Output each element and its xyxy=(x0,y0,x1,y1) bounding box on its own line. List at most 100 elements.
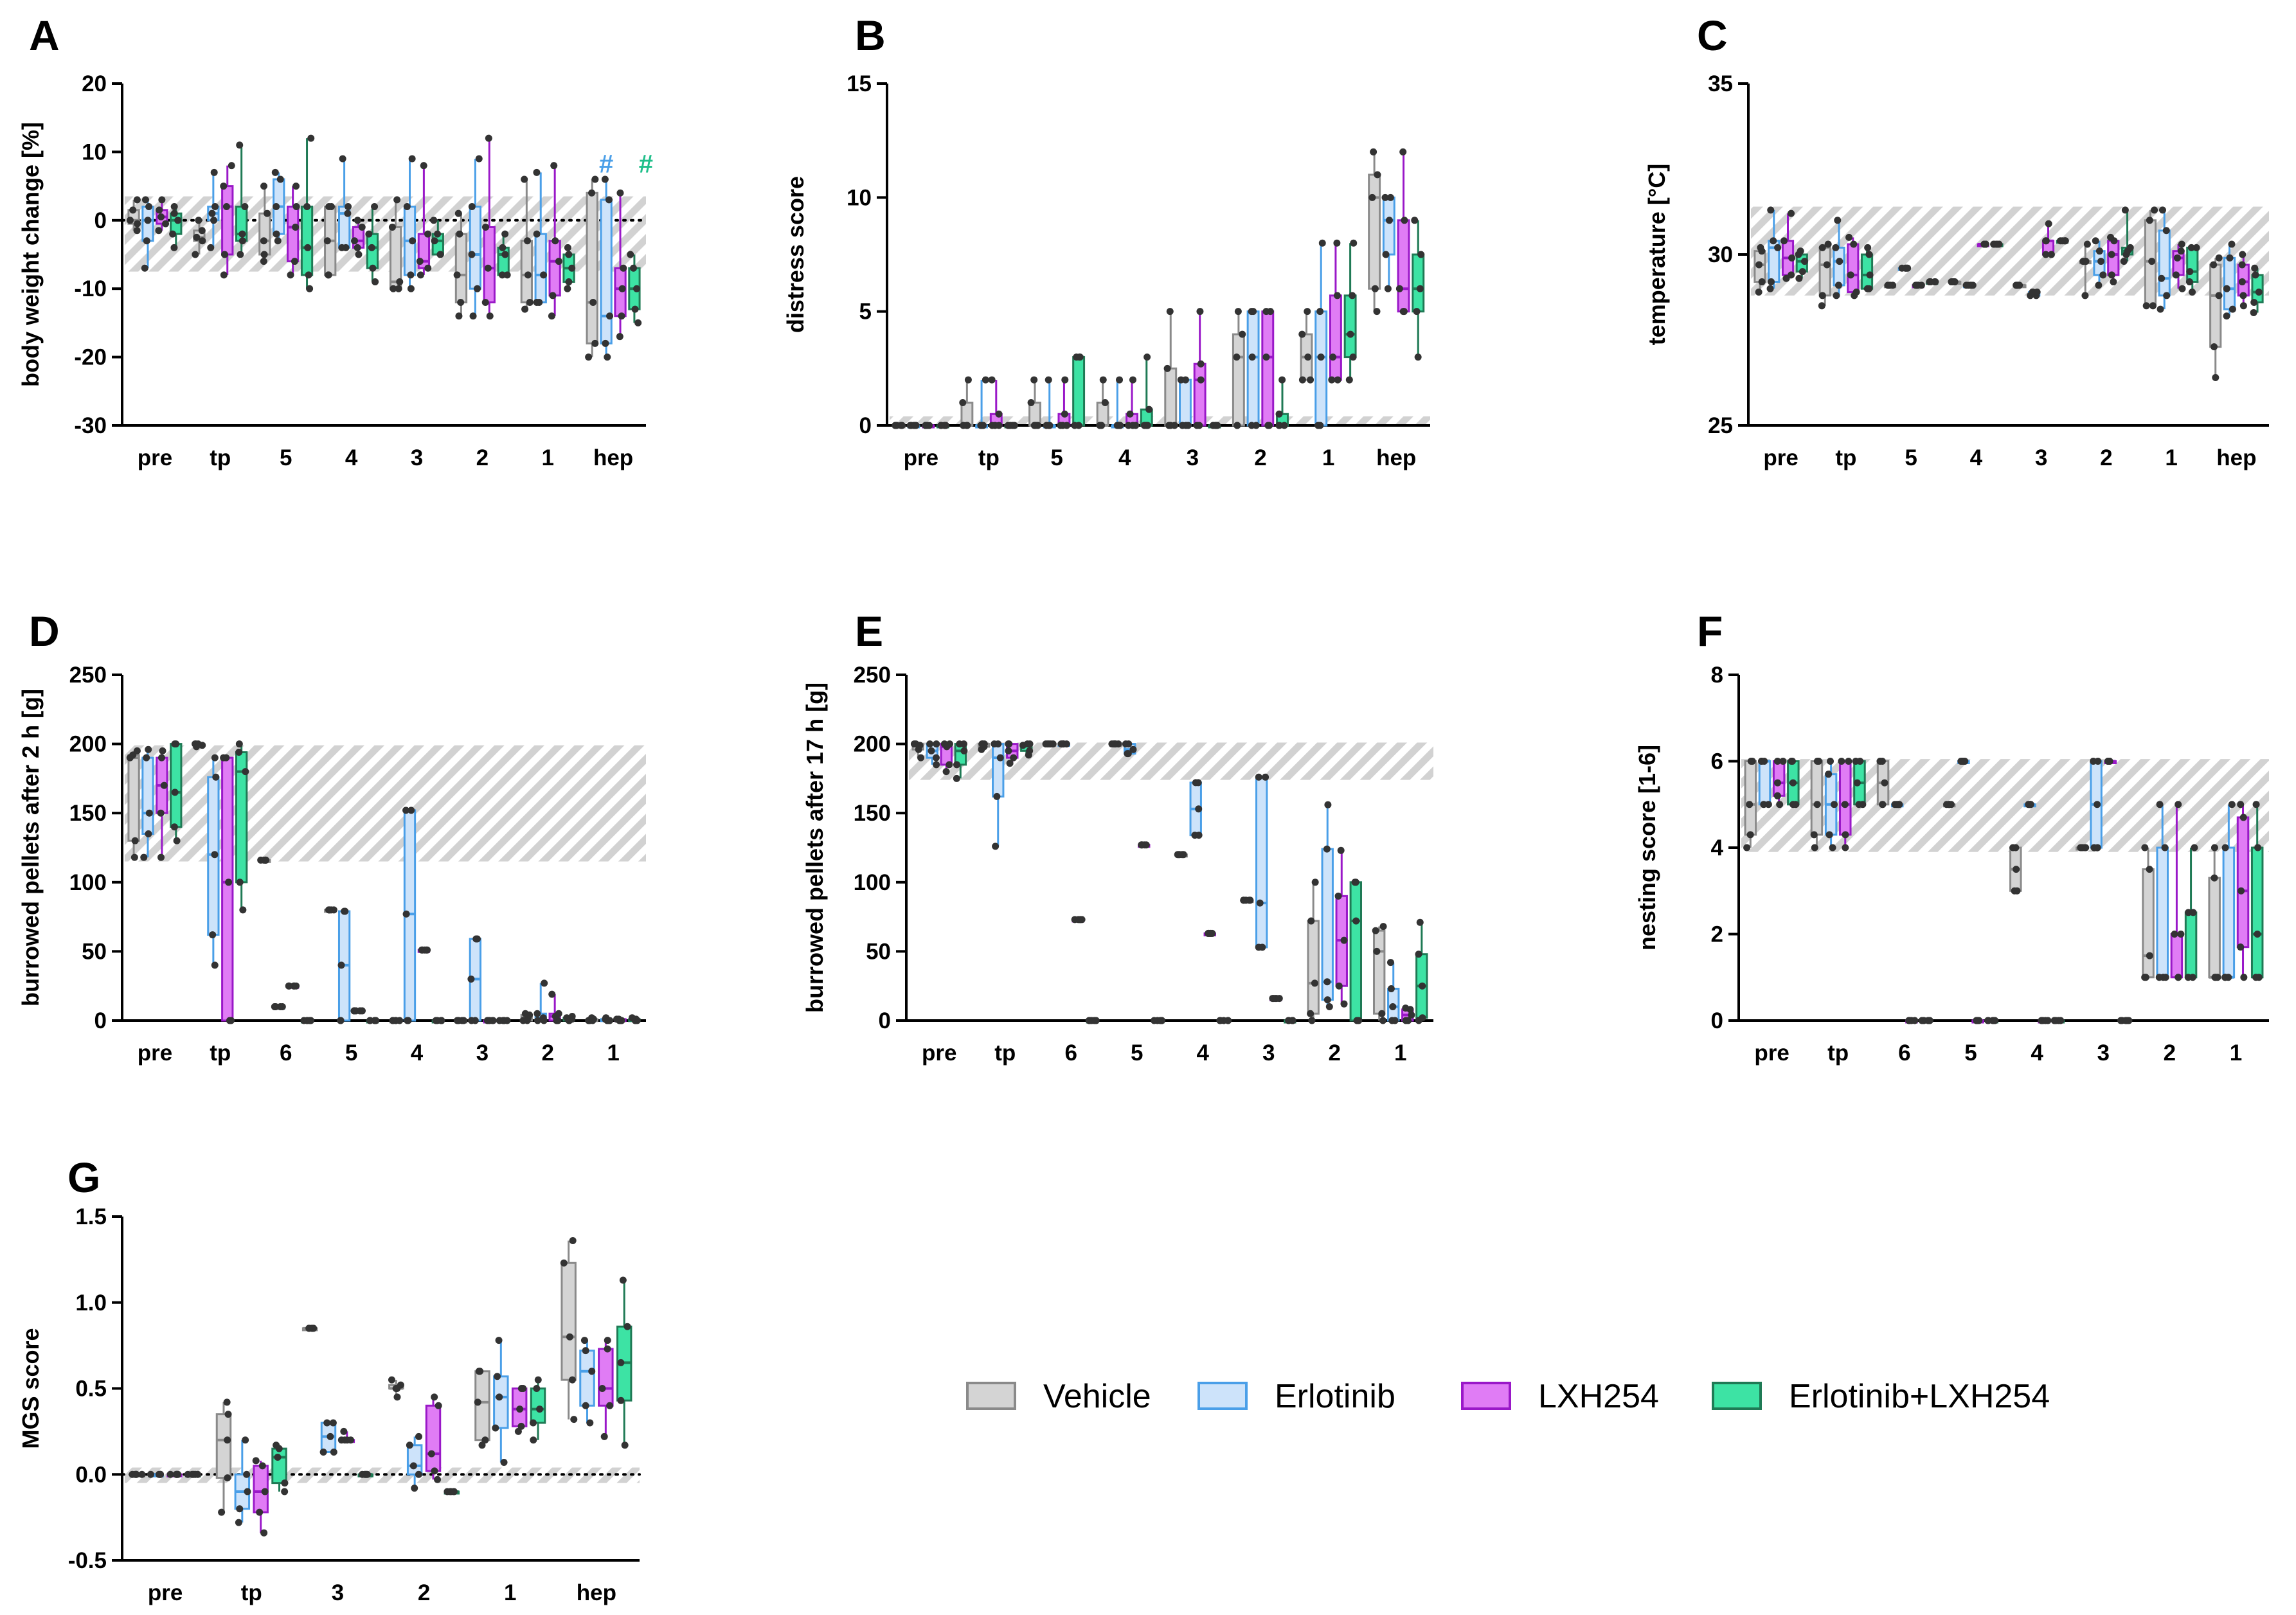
data-point xyxy=(260,251,268,258)
data-point xyxy=(292,223,300,231)
box-vehicle xyxy=(2009,844,2022,895)
data-point xyxy=(330,1448,337,1456)
data-point xyxy=(588,1368,596,1375)
y-axis-label: body weight change [%] xyxy=(17,122,44,387)
data-point xyxy=(199,237,206,245)
legend-swatch xyxy=(1197,1382,1248,1410)
box-erlotinib xyxy=(492,1337,509,1467)
box-erlotinib xyxy=(1246,308,1260,429)
data-point xyxy=(2238,278,2246,286)
box xyxy=(1232,333,1245,427)
data-point xyxy=(1129,376,1136,384)
data-point xyxy=(402,807,410,814)
box-lxh254 xyxy=(2041,220,2055,258)
data-point xyxy=(2047,251,2055,258)
data-point xyxy=(223,1398,231,1406)
data-point xyxy=(292,183,300,190)
box-erlotinib xyxy=(2023,801,2036,808)
data-point xyxy=(503,271,511,279)
box-erlotinib-lxh254 xyxy=(300,1017,315,1024)
box-erlotinib xyxy=(1321,801,1334,1010)
data-point xyxy=(2238,887,2245,895)
data-point xyxy=(2029,289,2036,296)
box-erlotinib-lxh254 xyxy=(2056,237,2069,245)
data-point xyxy=(147,1470,155,1478)
box-vehicle xyxy=(389,1017,404,1024)
box-lxh254 xyxy=(252,1457,269,1537)
data-point xyxy=(396,1017,404,1024)
box-lxh254 xyxy=(1057,376,1071,429)
data-point xyxy=(396,278,404,286)
data-point xyxy=(339,155,346,163)
data-point xyxy=(1419,1014,1426,1022)
box-vehicle xyxy=(1883,281,1897,289)
box-lxh254 xyxy=(1005,740,1019,767)
panel-letter: B xyxy=(855,12,886,59)
data-point xyxy=(1213,422,1221,429)
data-point xyxy=(2193,244,2200,251)
box xyxy=(1179,379,1192,427)
data-point xyxy=(1278,376,1286,384)
box-lxh254 xyxy=(285,982,300,990)
data-point xyxy=(2214,974,2221,981)
data-point xyxy=(2105,758,2113,765)
data-point xyxy=(372,1017,380,1024)
data-point xyxy=(273,1441,280,1449)
box-vehicle xyxy=(1818,240,1832,310)
data-point xyxy=(1813,801,1821,808)
box xyxy=(425,1404,442,1472)
box xyxy=(2251,274,2264,303)
data-point xyxy=(529,1419,537,1427)
data-point xyxy=(2042,251,2050,258)
data-point xyxy=(521,175,528,183)
data-point xyxy=(979,740,987,748)
data-point xyxy=(208,210,216,217)
data-point xyxy=(1746,831,1754,839)
box-vehicle xyxy=(1942,801,1956,808)
data-point xyxy=(482,223,490,231)
box-erlotinib-lxh254 xyxy=(1918,1017,1933,1024)
box-erlotinib-lxh254 xyxy=(235,141,249,258)
y-tick-label: -30 xyxy=(74,413,107,438)
data-point xyxy=(1879,801,1887,808)
data-point xyxy=(530,1436,537,1444)
data-point xyxy=(1308,1017,1316,1024)
data-point xyxy=(1824,240,1832,248)
data-point xyxy=(1006,760,1014,767)
box-erlotinib-lxh254 xyxy=(444,1488,460,1495)
y-tick-label: -0.5 xyxy=(68,1548,107,1573)
data-point xyxy=(1894,801,1902,808)
x-tick-label: 2 xyxy=(418,1580,430,1605)
data-point xyxy=(1399,148,1407,156)
panel-e: 250 200 150 100 50 0 burrowed pellets after 17… xyxy=(802,607,1433,1066)
data-point xyxy=(1132,422,1140,429)
box-lxh254 xyxy=(1977,240,1989,248)
box-vehicle xyxy=(388,1376,404,1401)
data-point xyxy=(224,1474,231,1482)
data-point xyxy=(1328,376,1336,384)
data-point xyxy=(1788,210,1795,217)
data-point xyxy=(2238,261,2246,269)
box-erlotinib-lxh254 xyxy=(1071,353,1086,429)
box-vehicle xyxy=(257,856,271,864)
data-point xyxy=(347,1436,355,1444)
data-point xyxy=(486,312,494,320)
data-point xyxy=(420,162,427,170)
y-tick-label: 50 xyxy=(82,939,107,964)
box xyxy=(614,267,627,317)
box-vehicle xyxy=(1174,851,1188,859)
box xyxy=(141,756,154,835)
data-point xyxy=(390,285,397,292)
data-point xyxy=(2108,251,2115,258)
box-erlotinib-lxh254 xyxy=(1852,758,1867,808)
data-point xyxy=(1010,754,1018,762)
data-point xyxy=(1027,399,1035,407)
box xyxy=(1329,294,1342,381)
data-point xyxy=(1788,758,1796,765)
data-point xyxy=(548,312,555,320)
box xyxy=(1412,253,1425,313)
data-point xyxy=(1317,353,1325,361)
data-point xyxy=(434,1476,442,1483)
data-point xyxy=(402,910,410,918)
data-point xyxy=(548,990,556,998)
